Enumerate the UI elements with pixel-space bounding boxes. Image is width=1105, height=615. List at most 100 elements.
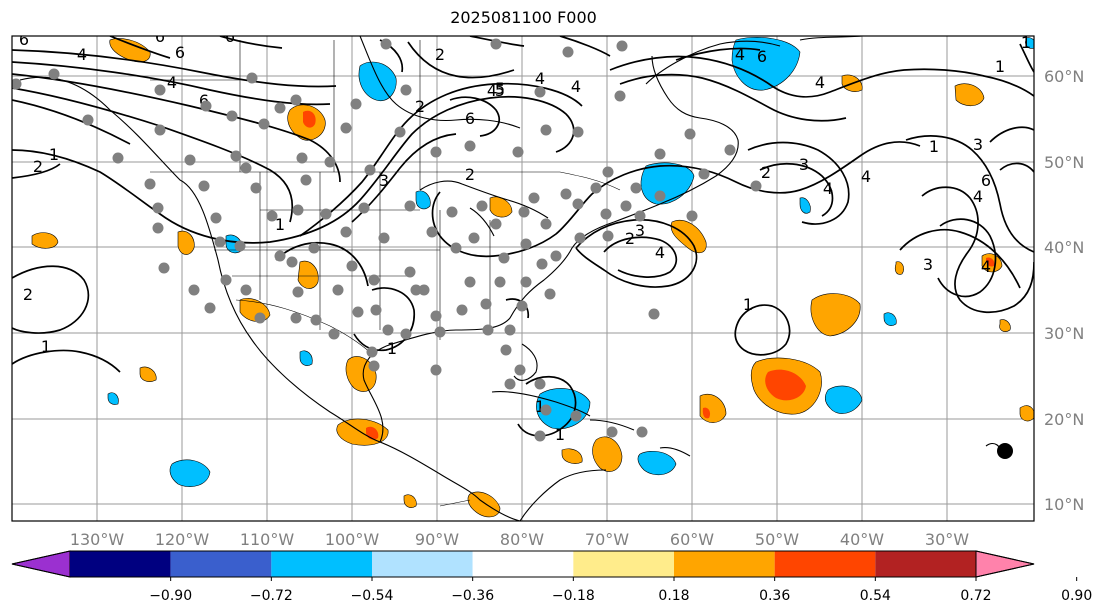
longitude-label: 90°W	[415, 530, 459, 549]
colorbar-tick-label: −0.18	[552, 588, 595, 604]
station-dot	[434, 326, 446, 338]
station-dot	[634, 210, 646, 222]
station-dot	[324, 156, 336, 168]
map-title: 2025081100 F000	[450, 8, 597, 27]
station-dot	[210, 212, 222, 224]
contour-label: 2	[33, 157, 43, 176]
colorbar-arrow-low	[11, 550, 71, 578]
station-dot	[246, 72, 258, 84]
station-dot	[204, 302, 216, 314]
colorbar-tick-label: −0.90	[149, 588, 192, 604]
contour-label: 1	[1021, 33, 1031, 52]
station-dot	[328, 328, 340, 340]
contour-label: 1	[387, 339, 397, 358]
station-dot	[636, 426, 648, 438]
station-dot	[600, 208, 612, 220]
contour-label: 6	[19, 30, 29, 49]
station-dot	[476, 200, 488, 212]
station-dot	[426, 226, 438, 238]
contour-label: 4	[535, 69, 545, 88]
colorbar-tick-label: 0.18	[658, 588, 689, 604]
contour-label: 6	[981, 171, 991, 190]
latitude-label: 20°N	[1044, 410, 1084, 429]
station-dot	[648, 308, 660, 320]
contour-label: 5	[495, 81, 505, 100]
contour-label: 1	[535, 397, 545, 416]
station-dot	[536, 258, 548, 270]
contour-label: 4	[815, 73, 825, 92]
station-dot	[750, 180, 762, 192]
contour-label: 1	[555, 425, 565, 444]
station-dot	[292, 204, 304, 216]
station-dot	[158, 262, 170, 274]
contour-label: 1	[49, 145, 59, 164]
station-dot	[410, 284, 422, 296]
colorbar-tick-label: 0.54	[860, 588, 891, 604]
contour-label: 3	[379, 171, 389, 190]
station-dot	[240, 284, 252, 296]
station-dot	[446, 206, 458, 218]
station-dot	[296, 152, 308, 164]
station-dot	[614, 90, 626, 102]
station-dot	[340, 122, 352, 134]
station-dot	[500, 344, 512, 356]
longitude-label: 60°W	[670, 530, 714, 549]
longitude-label: 50°W	[755, 530, 799, 549]
station-dot	[154, 124, 166, 136]
station-dot	[358, 202, 370, 214]
station-dot	[378, 232, 390, 244]
station-dot	[540, 218, 552, 230]
station-dot	[514, 364, 526, 376]
latitude-label: 10°N	[1044, 495, 1084, 514]
colorbar-tick-label: 0.90	[1061, 588, 1092, 604]
station-dot	[82, 114, 94, 126]
station-dot	[450, 242, 462, 254]
station-dot	[562, 46, 574, 58]
station-dot	[320, 208, 332, 220]
colorbar-tick-label: −0.72	[250, 588, 293, 604]
map-frame	[11, 35, 1035, 522]
station-dot	[654, 190, 666, 202]
contour-label: 3	[799, 155, 809, 174]
station-dot	[292, 286, 304, 298]
station-dot	[352, 306, 364, 318]
contour-label: 5	[495, 79, 505, 98]
contour-label: 2	[761, 163, 771, 182]
station-dot	[290, 312, 302, 324]
station-dot	[430, 364, 442, 376]
station-dot	[540, 404, 552, 416]
station-dot	[534, 430, 546, 442]
station-dot	[418, 284, 430, 296]
station-dot	[574, 232, 586, 244]
latitude-label: 50°N	[1044, 153, 1084, 172]
station-dot	[518, 206, 530, 218]
station-dot	[602, 230, 614, 242]
contour-label: 6	[199, 91, 209, 110]
contour-label: 3	[973, 135, 983, 154]
station-dot	[274, 102, 286, 114]
station-dot	[620, 200, 632, 212]
contour-label: 2	[465, 165, 475, 184]
station-dot	[234, 240, 246, 252]
contour-label: 4	[981, 257, 991, 276]
latitude-labels: 60°N 50°N 40°N 30°N 20°N 10°N	[1044, 67, 1084, 514]
longitude-label: 130°W	[70, 530, 125, 549]
station-dot	[366, 346, 378, 358]
station-dot	[308, 242, 320, 254]
station-dot	[430, 310, 442, 322]
station-dot	[560, 188, 572, 200]
station-dot	[464, 140, 476, 152]
colorbar-tick-label: −0.36	[451, 588, 494, 604]
station-dot	[400, 84, 412, 96]
station-dot	[550, 250, 562, 262]
contour-label: 2	[23, 285, 33, 304]
station-dot	[504, 324, 516, 336]
station-dot	[364, 164, 376, 176]
station-dot	[310, 314, 322, 326]
colorbar-outline	[11, 550, 1035, 578]
colorbar-tick-label: 0.72	[960, 588, 991, 604]
contour-label: 4	[973, 187, 983, 206]
station-dot	[340, 226, 352, 238]
longitude-label: 120°W	[155, 530, 210, 549]
contour-lines	[12, 36, 1034, 437]
